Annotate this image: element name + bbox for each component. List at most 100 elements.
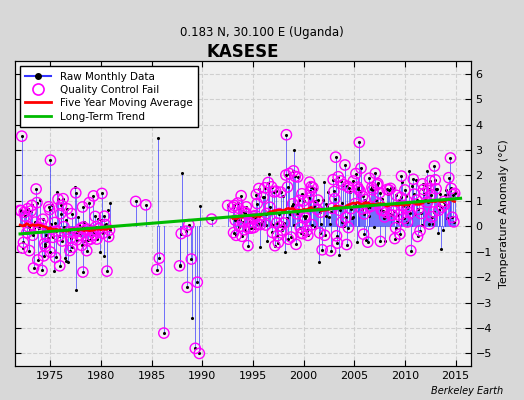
Point <box>274 239 282 246</box>
Point <box>249 213 257 220</box>
Point <box>376 238 385 245</box>
Point <box>237 192 245 199</box>
Point <box>258 218 266 224</box>
Point <box>441 192 450 198</box>
Point <box>279 192 288 199</box>
Point <box>57 210 65 217</box>
Point <box>66 247 74 254</box>
Point <box>350 202 358 209</box>
Point <box>249 224 258 231</box>
Point <box>371 170 379 176</box>
Point <box>252 212 260 219</box>
Point <box>269 222 277 228</box>
Point <box>39 216 47 222</box>
Point <box>106 200 115 206</box>
Point <box>49 234 57 240</box>
Point <box>440 198 448 205</box>
Point <box>155 255 163 261</box>
Point <box>440 202 449 208</box>
Point <box>234 205 243 212</box>
Point <box>50 219 59 226</box>
Point <box>330 188 338 195</box>
Point <box>365 175 374 182</box>
Point <box>76 232 84 238</box>
Point <box>293 210 301 217</box>
Point <box>23 230 31 236</box>
Point <box>91 213 100 220</box>
Point <box>46 157 54 163</box>
Point <box>187 256 195 262</box>
Point <box>94 225 103 232</box>
Point <box>82 227 90 233</box>
Point <box>412 177 420 183</box>
Point <box>385 187 393 193</box>
Point <box>247 225 256 231</box>
Point <box>223 202 232 209</box>
Point <box>73 228 82 235</box>
Point <box>29 265 38 271</box>
Point <box>72 190 80 196</box>
Point <box>401 187 409 193</box>
Point <box>431 177 440 183</box>
Point <box>414 206 422 212</box>
Point <box>290 147 299 153</box>
Point <box>95 225 104 232</box>
Point <box>307 184 315 190</box>
Point <box>342 214 350 221</box>
Point <box>310 224 319 230</box>
Point <box>78 204 86 210</box>
Point <box>368 187 377 193</box>
Point <box>266 204 274 210</box>
Point <box>364 213 373 219</box>
Point <box>403 219 411 225</box>
Point <box>353 184 362 190</box>
Point <box>85 200 93 206</box>
Point <box>446 155 455 161</box>
Point <box>426 178 434 184</box>
Point <box>331 196 339 202</box>
Point <box>37 221 46 227</box>
Point <box>325 214 333 220</box>
Point <box>243 211 252 218</box>
Point <box>17 208 25 214</box>
Point <box>182 228 191 234</box>
Point <box>366 203 375 210</box>
Point <box>36 197 45 204</box>
Point <box>444 191 452 197</box>
Point <box>365 175 374 182</box>
Point <box>67 235 75 241</box>
Point <box>358 206 366 212</box>
Point <box>371 170 379 176</box>
Point <box>52 228 61 234</box>
Point <box>303 227 311 234</box>
Point <box>268 229 277 236</box>
Point <box>382 209 390 216</box>
Point <box>343 241 351 248</box>
Point <box>374 180 382 187</box>
Point <box>313 206 321 212</box>
Point <box>24 224 32 230</box>
Point <box>93 236 101 242</box>
Point <box>451 190 459 196</box>
Point <box>448 214 456 220</box>
Point <box>35 225 43 231</box>
Point <box>375 190 384 196</box>
Point <box>259 194 267 200</box>
Point <box>398 179 407 186</box>
Point <box>79 224 88 230</box>
Point <box>73 228 82 235</box>
Point <box>99 230 107 236</box>
Point <box>59 196 67 202</box>
Point <box>358 206 366 212</box>
Point <box>101 221 110 228</box>
Point <box>355 199 364 206</box>
Point <box>266 204 274 210</box>
Point <box>287 234 295 240</box>
Point <box>298 190 306 197</box>
Point <box>316 209 325 216</box>
Point <box>343 241 351 248</box>
Point <box>250 215 259 222</box>
Point <box>440 198 448 205</box>
Point <box>45 204 53 210</box>
Point <box>383 186 391 193</box>
